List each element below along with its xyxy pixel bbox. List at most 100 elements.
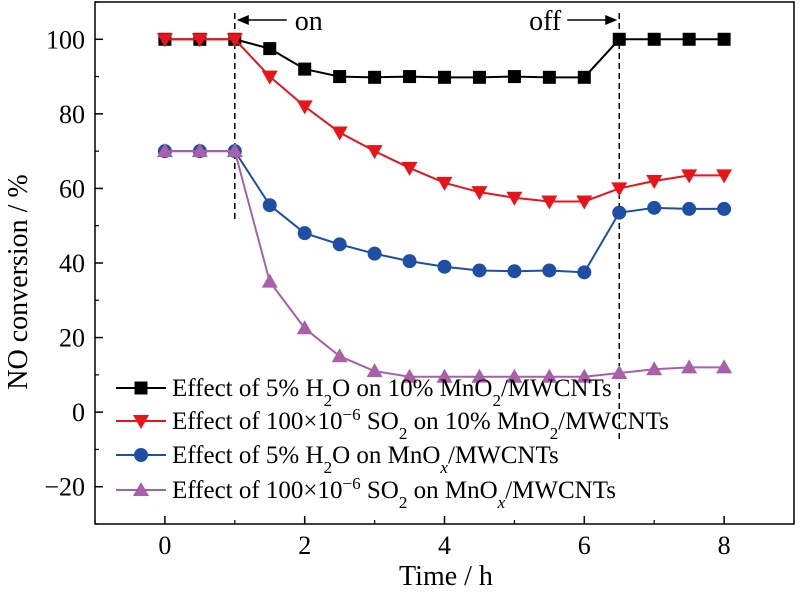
y-tick-label: 100 (46, 25, 85, 54)
data-point (261, 70, 278, 85)
data-point (682, 32, 696, 46)
off-arrow-head (605, 15, 618, 25)
data-point (401, 161, 418, 176)
data-point (366, 363, 383, 378)
data-point (263, 42, 277, 56)
data-point (333, 70, 347, 84)
x-tick-label: 2 (298, 531, 311, 560)
legend-label: Effect of 5% H2O on 10% MnO2/MWCNTs (172, 375, 612, 410)
data-point (436, 176, 453, 191)
data-point (437, 259, 452, 274)
x-tick-label: 8 (718, 531, 731, 560)
data-point (402, 254, 417, 269)
data-point (191, 143, 208, 158)
data-point (226, 143, 243, 158)
legend-item-4: Effect of 100×10−6 SO2 on MnOx/MWCNTs (116, 474, 616, 512)
data-point (436, 368, 453, 383)
axis-ticks: 0 2 4 6 8 −20 0 20 40 60 80 100 (44, 1, 795, 560)
y-tick-label: 20 (59, 324, 85, 353)
legend-label: Effect of 5% H2O on MnOx/MWCNTs (172, 442, 559, 477)
data-point (438, 70, 451, 84)
data-point (716, 169, 733, 184)
data-point (612, 205, 627, 220)
data-point (647, 32, 661, 46)
x-axis-label: Time / h (399, 561, 493, 592)
data-point (226, 33, 243, 48)
data-point (156, 33, 173, 48)
data-point (681, 359, 698, 374)
y-axis-label: NO conversion / % (3, 174, 34, 389)
data-point (296, 320, 313, 335)
data-point (612, 32, 626, 46)
legend-label: Effect of 100×10−6 SO2 on MnOx/MWCNTs (172, 474, 616, 512)
annotations: on off (234, 6, 620, 440)
data-point (506, 368, 523, 383)
data-point (577, 70, 591, 84)
data-point (646, 361, 663, 376)
data-point (541, 195, 558, 210)
data-point (682, 201, 697, 216)
legend-item-2: Effect of 100×10−6 SO2 on 10% MnO2/MWCNT… (116, 405, 669, 443)
legend-marker (133, 415, 149, 429)
y-tick-label: −20 (44, 473, 85, 502)
legend-item-1: Effect of 5% H2O on 10% MnO2/MWCNTs (116, 375, 612, 410)
data-point (647, 200, 662, 215)
data-point (262, 198, 277, 213)
data-point (472, 70, 486, 84)
x-tick-label: 0 (158, 531, 171, 560)
data-point (403, 70, 417, 84)
data-point (367, 246, 382, 261)
data-point (368, 70, 382, 84)
series-3 (157, 144, 732, 280)
data-point (366, 145, 383, 160)
series-1 (158, 32, 731, 84)
on-label: on (295, 6, 323, 37)
y-tick-label: 60 (59, 174, 85, 203)
data-point (542, 70, 556, 84)
series-2 (156, 33, 733, 210)
data-point (541, 368, 558, 383)
data-point (611, 182, 628, 197)
legend: Effect of 5% H2O on 10% MnO2/MWCNTsEffec… (116, 375, 669, 512)
data-point (331, 126, 348, 141)
y-tick-label: 0 (72, 398, 85, 427)
data-point (507, 264, 522, 279)
data-point (471, 186, 488, 201)
data-point (472, 263, 487, 278)
y-tick-label: 40 (59, 249, 85, 278)
data-point (296, 100, 313, 115)
data-point (471, 368, 488, 383)
data-point (156, 143, 173, 158)
legend-item-3: Effect of 5% H2O on MnOx/MWCNTs (116, 442, 559, 477)
off-label: off (529, 6, 562, 37)
series-line (164, 150, 725, 274)
data-point (191, 33, 208, 48)
legend-label: Effect of 100×10−6 SO2 on 10% MnO2/MWCNT… (172, 405, 669, 443)
legend-marker (134, 448, 148, 462)
on-arrow-head (236, 15, 249, 25)
data-point (681, 169, 698, 184)
data-point (298, 62, 312, 76)
data-point (261, 273, 278, 288)
x-tick-label: 6 (578, 531, 591, 560)
data-point (576, 195, 593, 210)
data-point (297, 226, 312, 241)
series-layer (156, 32, 733, 383)
series-4 (156, 143, 733, 383)
data-point (401, 368, 418, 383)
data-point (577, 265, 592, 280)
data-point (542, 263, 557, 278)
y-tick-label: 80 (59, 100, 85, 129)
data-point (716, 359, 733, 374)
legend-marker (133, 482, 149, 496)
data-point (717, 201, 732, 216)
x-tick-label: 4 (438, 531, 451, 560)
data-point (646, 174, 663, 189)
data-point (611, 364, 628, 379)
data-point (507, 70, 521, 84)
data-point (331, 348, 348, 363)
data-point (717, 32, 731, 46)
data-point (506, 191, 523, 206)
data-point (576, 368, 593, 383)
